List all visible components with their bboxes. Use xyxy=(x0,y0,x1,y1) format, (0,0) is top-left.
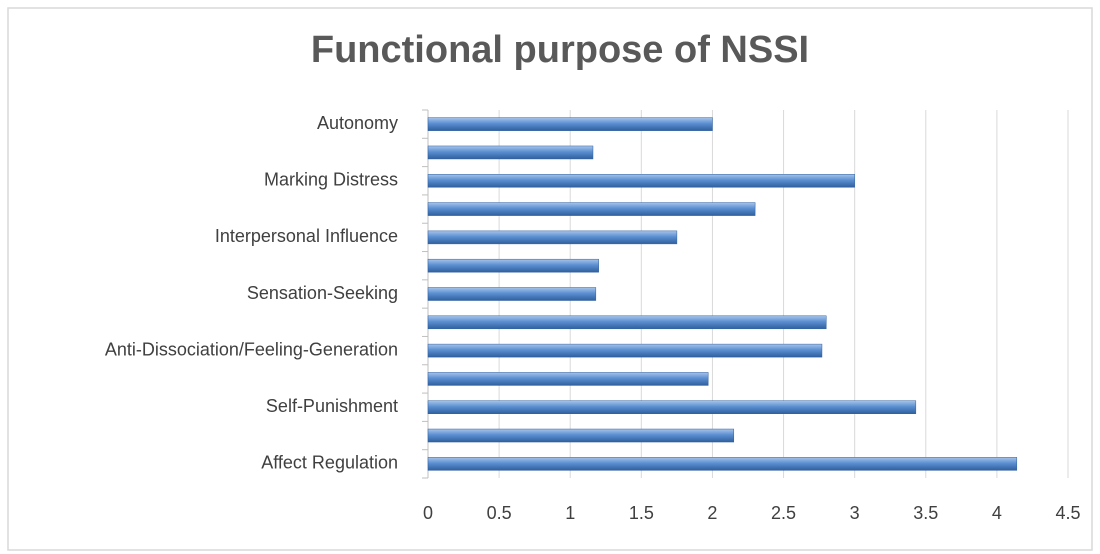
bar xyxy=(427,230,678,245)
x-tick-label: 4.5 xyxy=(1055,503,1080,523)
bar xyxy=(427,400,917,414)
chart-title: Functional purpose of NSSI xyxy=(311,29,809,71)
bar xyxy=(427,145,594,160)
bar xyxy=(427,174,855,188)
x-tick-label: 1.5 xyxy=(629,503,654,523)
x-tick-label: 2.5 xyxy=(771,503,796,523)
bar xyxy=(427,117,713,131)
x-tick-label: 0 xyxy=(423,503,433,523)
y-tick-label: Anti-Dissociation/Feeling-Generation xyxy=(105,339,398,359)
bar xyxy=(427,343,823,358)
y-tick-label: Marking Distress xyxy=(264,170,398,190)
x-tick-label: 4 xyxy=(992,503,1002,523)
x-tick-label: 1 xyxy=(565,503,575,523)
x-tick-label: 3.5 xyxy=(913,503,938,523)
x-tick-label: 3 xyxy=(850,503,860,523)
bar xyxy=(427,457,1018,471)
y-tick-label: Autonomy xyxy=(317,113,398,133)
x-tick-label: 0.5 xyxy=(487,503,512,523)
y-tick-label: Interpersonal Influence xyxy=(215,226,398,246)
bar xyxy=(427,258,599,273)
bar xyxy=(427,287,597,301)
bar xyxy=(427,428,735,443)
y-tick-label: Affect Regulation xyxy=(261,453,398,473)
y-tick-label: Self-Punishment xyxy=(266,396,398,416)
bar xyxy=(427,372,709,386)
bar xyxy=(427,202,756,216)
bar xyxy=(427,315,827,330)
x-tick-label: 2 xyxy=(707,503,717,523)
y-tick-label: Sensation-Seeking xyxy=(247,283,398,303)
